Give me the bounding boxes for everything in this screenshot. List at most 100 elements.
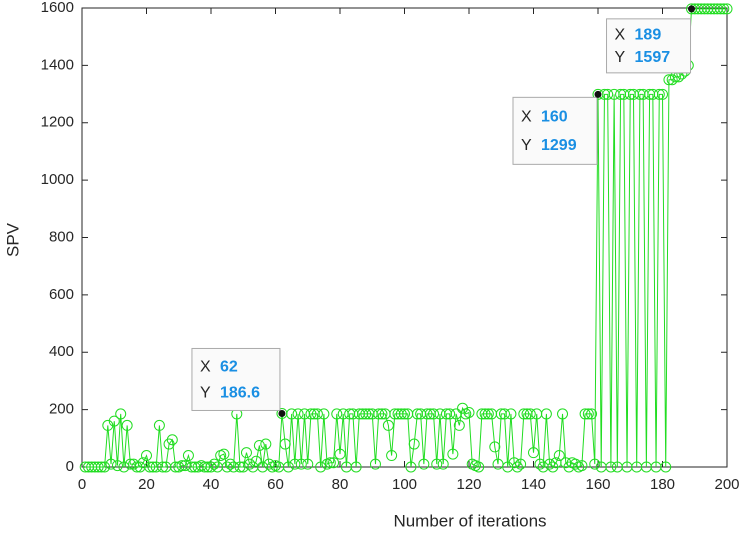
data-marker <box>715 3 727 15</box>
y-tick-label: 200 <box>49 401 74 418</box>
data-marker <box>421 408 433 420</box>
data-marker <box>473 461 485 473</box>
data-marker <box>408 438 420 450</box>
y-tick-label: 1400 <box>41 56 74 73</box>
data-marker <box>282 461 294 473</box>
data-marker <box>418 458 430 470</box>
data-marker <box>518 408 530 420</box>
x-axis-label: Number of iterations <box>393 511 546 530</box>
data-marker <box>208 458 220 470</box>
data-marker <box>111 460 123 472</box>
x-tick-label: 60 <box>267 476 284 493</box>
data-marker <box>244 458 256 470</box>
datatip-x-label: X <box>521 109 532 126</box>
y-tick-label: 1200 <box>41 114 74 131</box>
data-marker <box>582 408 594 420</box>
data-marker <box>657 88 668 100</box>
data-marker <box>511 461 523 473</box>
data-marker <box>240 447 252 459</box>
y-tick-label: 0 <box>66 458 74 475</box>
data-marker <box>666 74 678 86</box>
y-axis-label: SPV <box>3 222 22 257</box>
data-marker <box>182 450 194 462</box>
data-marker <box>115 408 127 420</box>
data-marker <box>260 438 272 450</box>
data-marker <box>166 434 178 446</box>
datatip-y-value: 1299 <box>541 137 577 154</box>
data-marker <box>653 88 665 100</box>
data-marker <box>315 461 327 473</box>
x-tick-label: 80 <box>332 476 349 493</box>
data-marker <box>334 448 346 460</box>
datatip-box <box>191 347 281 411</box>
data-marker <box>557 408 569 420</box>
data-marker <box>405 461 417 473</box>
data-marker <box>221 461 233 473</box>
data-marker <box>286 408 298 420</box>
data-marker <box>99 461 111 473</box>
datatip-y-label: Y <box>615 49 626 66</box>
data-marker <box>505 408 517 420</box>
datatip-box <box>512 96 598 165</box>
y-tick-label: 600 <box>49 286 74 303</box>
x-tick-label: 200 <box>714 476 739 493</box>
plot-area <box>81 7 728 468</box>
data-marker <box>292 408 304 420</box>
data-marker <box>295 458 307 470</box>
x-tick-label: 180 <box>650 476 675 493</box>
datatip: X 160 Y 1299 <box>512 90 602 165</box>
data-marker <box>324 457 336 469</box>
datatip-y-value: 1597 <box>635 49 671 66</box>
data-marker <box>428 408 440 420</box>
data-marker <box>586 408 598 420</box>
data-marker <box>279 438 291 450</box>
data-marker <box>144 461 156 473</box>
datatip-point <box>688 5 696 13</box>
datatip: X 189 Y 1597 <box>606 5 696 74</box>
datatip-box <box>606 18 692 74</box>
data-marker <box>528 447 539 459</box>
data-marker <box>515 458 527 470</box>
data-marker <box>605 461 617 473</box>
x-tick-label: 160 <box>585 476 610 493</box>
data-marker <box>589 458 601 470</box>
data-marker <box>331 408 343 420</box>
data-marker <box>205 461 217 473</box>
data-marker <box>444 408 456 420</box>
data-marker <box>141 450 152 462</box>
data-marker <box>105 458 117 470</box>
data-marker <box>721 3 733 15</box>
x-tick-label: 120 <box>456 476 481 493</box>
data-marker <box>463 406 475 418</box>
data-marker <box>157 461 169 473</box>
data-marker <box>660 461 672 473</box>
data-marker <box>602 88 614 100</box>
data-marker <box>576 460 588 472</box>
data-marker <box>328 457 340 469</box>
x-tick-label: 140 <box>521 476 546 493</box>
data-marker <box>453 419 465 431</box>
data-marker <box>399 408 410 420</box>
x-tick-label: 0 <box>78 476 86 493</box>
data-marker <box>437 458 449 470</box>
data-marker <box>376 408 388 420</box>
data-marker <box>431 458 443 470</box>
data-marker <box>250 455 262 467</box>
data-marker <box>302 458 314 470</box>
datatip-y-value: 186.6 <box>220 384 260 401</box>
data-marker <box>108 415 120 427</box>
x-tick-label: 100 <box>392 476 417 493</box>
y-tick-label: 1000 <box>41 171 74 188</box>
datatip-point <box>594 90 602 98</box>
data-marker <box>482 408 494 420</box>
data-marker <box>553 450 565 462</box>
data-marker <box>92 461 104 473</box>
datatip-x-value: 189 <box>635 26 662 43</box>
data-marker <box>386 450 398 462</box>
datatip-y-label: Y <box>521 137 532 154</box>
datatip: X 62 Y 186.6 <box>191 347 286 417</box>
data-marker <box>569 458 581 470</box>
data-marker <box>395 408 407 420</box>
data-marker <box>382 419 394 431</box>
